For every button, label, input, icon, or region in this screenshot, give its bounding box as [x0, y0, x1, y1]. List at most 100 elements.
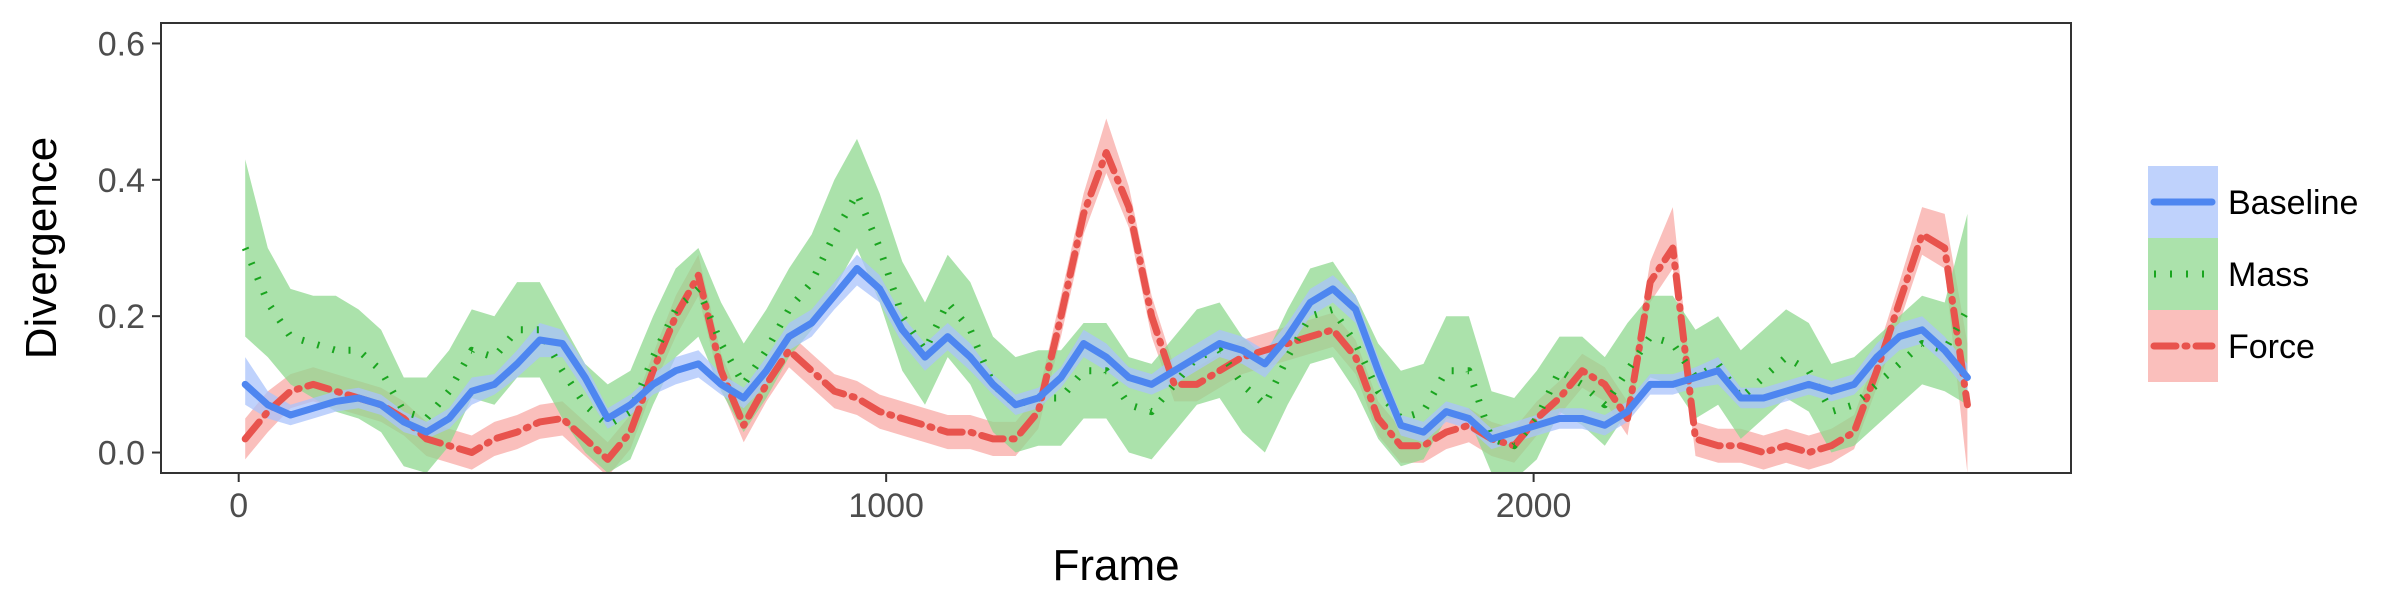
baseline-point: [606, 417, 610, 421]
mass-point: [832, 232, 836, 236]
mass-point: [742, 382, 746, 386]
mass-point: [1648, 335, 1652, 339]
baseline-point: [1784, 389, 1788, 393]
force-point: [1875, 369, 1879, 373]
baseline-point: [1762, 396, 1766, 400]
baseline-point: [560, 342, 564, 346]
force-point: [674, 314, 678, 318]
baseline-confidence-band: [245, 254, 1968, 450]
baseline-point: [855, 267, 859, 271]
y-tick-label: 0.6: [98, 25, 145, 63]
baseline-point: [946, 335, 950, 339]
baseline-point: [1580, 417, 1584, 421]
mass-point: [1875, 382, 1879, 386]
y-axis-title: Divergence: [17, 137, 66, 360]
force-point: [1104, 151, 1108, 155]
force-point: [1150, 314, 1154, 318]
baseline-point: [334, 399, 338, 403]
mass-point: [1580, 382, 1584, 386]
mass-point: [946, 301, 950, 305]
baseline-line: [241, 265, 1971, 443]
y-tick-label: 0.4: [98, 162, 145, 200]
force-point: [696, 273, 700, 277]
baseline-point: [357, 396, 361, 400]
force-point: [311, 382, 315, 386]
force-point: [1920, 232, 1924, 236]
mass-point: [425, 417, 429, 421]
baseline-point: [1648, 382, 1652, 386]
baseline-point: [447, 417, 451, 421]
mass-line: [241, 190, 1971, 450]
force-point: [991, 437, 995, 441]
baseline-point: [764, 369, 768, 373]
baseline-point: [1829, 389, 1833, 393]
mass-point: [878, 246, 882, 250]
mass-point: [1784, 355, 1788, 359]
force-point: [1218, 369, 1222, 373]
mass-point: [1626, 369, 1630, 373]
force-point: [1943, 246, 1947, 250]
force-point: [1603, 382, 1607, 386]
force-point: [1240, 355, 1244, 359]
mass-point: [515, 328, 519, 332]
baseline-point: [1467, 417, 1471, 421]
mass-point: [289, 335, 293, 339]
mass-point: [379, 369, 383, 373]
baseline-point: [1354, 307, 1358, 311]
mass-point: [1354, 342, 1358, 346]
mass-point: [1467, 369, 1471, 373]
mass-point: [560, 369, 564, 373]
force-point: [289, 389, 293, 393]
baseline-point: [1172, 369, 1176, 373]
baseline-point: [878, 287, 882, 291]
force-point: [1762, 451, 1766, 455]
baseline-point: [1308, 301, 1312, 305]
plot-area: [241, 118, 1971, 473]
force-point: [651, 369, 655, 373]
mass-point: [492, 355, 496, 359]
baseline-point: [1512, 430, 1516, 434]
force-point: [1376, 417, 1380, 421]
legend-item-force: Force: [2148, 310, 2315, 382]
force-point: [923, 423, 927, 427]
baseline-point: [1671, 382, 1675, 386]
force-point: [515, 430, 519, 434]
baseline-point: [1875, 355, 1879, 359]
mass-point: [1286, 355, 1290, 359]
baseline-point: [538, 338, 542, 342]
baseline-point: [832, 294, 836, 298]
force-point: [1671, 246, 1675, 250]
baseline-point: [1490, 437, 1494, 441]
force-point: [719, 369, 723, 373]
mass-point: [1920, 342, 1924, 346]
baseline-point: [1286, 335, 1290, 339]
confidence-bands: [245, 118, 1968, 473]
force-point: [538, 420, 542, 424]
legend-label-force: Force: [2228, 328, 2315, 366]
mass-point: [968, 328, 972, 332]
mass-confidence-band: [245, 138, 1968, 473]
baseline-point: [1626, 410, 1630, 414]
mass-point: [1104, 369, 1108, 373]
mass-point: [1444, 369, 1448, 373]
force-point: [425, 437, 429, 441]
force-point: [1558, 396, 1562, 400]
baseline-point: [1150, 382, 1154, 386]
baseline-point: [515, 362, 519, 366]
force-point: [492, 437, 496, 441]
legend-label-baseline: Baseline: [2228, 184, 2358, 222]
mass-point: [900, 314, 904, 318]
force-point: [1648, 280, 1652, 284]
mass-point: [334, 348, 338, 352]
force-point: [1195, 382, 1199, 386]
baseline-point: [968, 355, 972, 359]
mass-point: [1240, 382, 1244, 386]
mass-point: [1965, 307, 1969, 311]
mass-point: [1218, 348, 1222, 352]
force-point: [1399, 444, 1403, 448]
force-point: [1739, 444, 1743, 448]
mass-point: [1603, 403, 1607, 407]
baseline-point: [1082, 342, 1086, 346]
mass-point: [1558, 369, 1562, 373]
